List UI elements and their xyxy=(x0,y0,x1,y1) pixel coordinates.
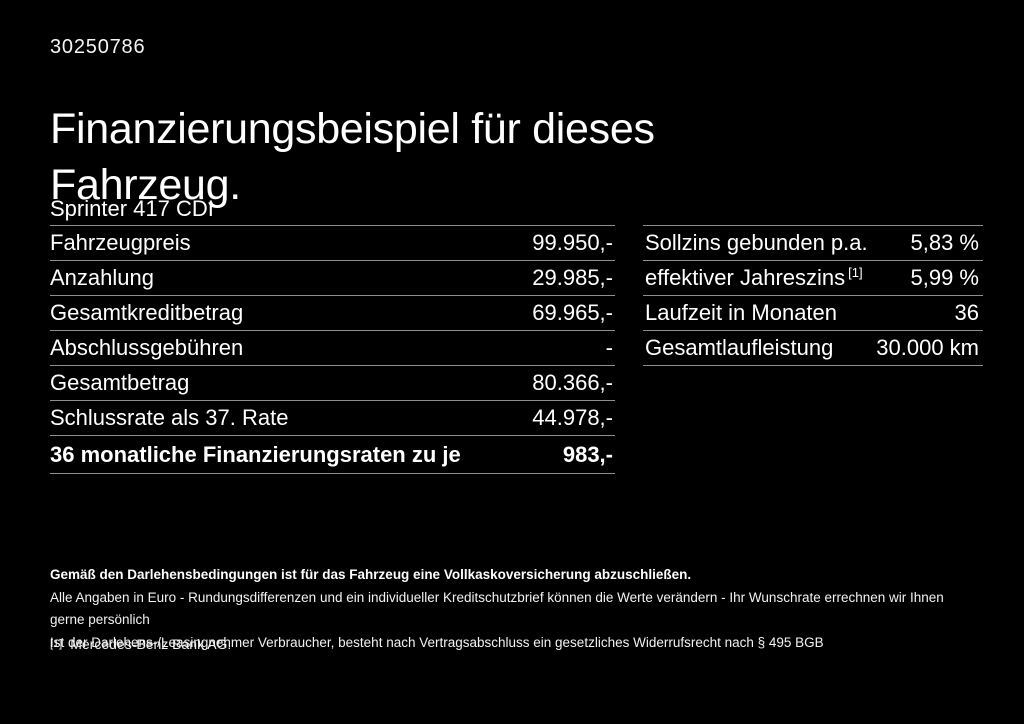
conditions-row-label: Laufzeit in Monaten xyxy=(645,300,838,325)
conditions-row: effektiver Jahreszins [1] 5,99 % xyxy=(643,260,983,295)
finance-row-label: 36 monatliche Finanzierungsraten zu je xyxy=(50,441,461,467)
finance-row-label: Gesamtkreditbetrag xyxy=(50,300,244,325)
finance-row: Anzahlung 29.985,- xyxy=(50,260,615,295)
finance-row-label: Gesamtbetrag xyxy=(50,370,190,395)
finance-row-value: 44.978,- xyxy=(532,405,613,430)
finance-row-value: 69.965,- xyxy=(532,300,613,325)
finance-row-label: Abschlussgebühren xyxy=(50,335,244,360)
legal-footer: Gemäß den Darlehensbedingungen ist für d… xyxy=(50,564,980,654)
conditions-row: Sollzins gebunden p.a. 5,83 % xyxy=(643,225,983,260)
page-title: Finanzierungsbeispiel für dieses Fahrzeu… xyxy=(50,104,655,209)
conditions-row: Gesamtlaufleistung 30.000 km xyxy=(643,330,983,366)
conditions-row-value: 36 xyxy=(954,300,979,325)
disclaimer-line-1: Alle Angaben in Euro - Rundungsdifferenz… xyxy=(50,589,944,628)
footnote-reference: [1] xyxy=(848,264,863,280)
conditions-row: Laufzeit in Monaten 36 xyxy=(643,295,983,330)
conditions-row-value: 5,99 % xyxy=(910,265,980,290)
finance-row-value: - xyxy=(605,335,613,360)
finance-row-value: 99.950,- xyxy=(532,230,613,255)
conditions-row-label-text: effektiver Jahreszins xyxy=(645,265,846,290)
disclaimer-line-2: Ist der Darlehens-/Leasingnehmer Verbrau… xyxy=(50,634,824,650)
finance-row-label: Schlussrate als 37. Rate xyxy=(50,405,289,430)
conditions-row-value: 5,83 % xyxy=(910,230,980,255)
footnote-text: Mercedes-Benz Bank AG. xyxy=(70,636,232,652)
conditions-table: Sollzins gebunden p.a. 5,83 % effektiver… xyxy=(643,225,983,366)
conditions-row-value: 30.000 km xyxy=(876,335,979,360)
insurance-note: Gemäß den Darlehensbedingungen ist für d… xyxy=(50,567,692,582)
bank-footnote: [1] Mercedes-Benz Bank AG. xyxy=(50,636,231,652)
finance-row-value: 80.366,- xyxy=(532,370,613,395)
vehicle-model: Sprinter 417 CDI xyxy=(50,196,214,221)
finance-row-label: Anzahlung xyxy=(50,265,154,290)
conditions-row-label: effektiver Jahreszins [1] xyxy=(645,265,863,291)
footnote-marker: [1] xyxy=(50,638,63,650)
conditions-row-label: Gesamtlaufleistung xyxy=(645,335,834,360)
conditions-row-label: Sollzins gebunden p.a. xyxy=(645,230,868,255)
finance-table: Fahrzeugpreis 99.950,- Anzahlung 29.985,… xyxy=(50,225,615,474)
finance-row-label: Fahrzeugpreis xyxy=(50,230,191,255)
finance-row-value: 29.985,- xyxy=(532,265,613,290)
finance-row-monthly-rate: 36 monatliche Finanzierungsraten zu je 9… xyxy=(50,435,615,474)
finance-row: Fahrzeugpreis 99.950,- xyxy=(50,225,615,260)
finance-row: Gesamtbetrag 80.366,- xyxy=(50,365,615,400)
document-id: 30250786 xyxy=(50,36,146,58)
finance-row: Abschlussgebühren - xyxy=(50,330,615,365)
finance-row: Schlussrate als 37. Rate 44.978,- xyxy=(50,400,615,435)
finance-row-value: 983,- xyxy=(562,441,613,467)
finance-row: Gesamtkreditbetrag 69.965,- xyxy=(50,295,615,330)
